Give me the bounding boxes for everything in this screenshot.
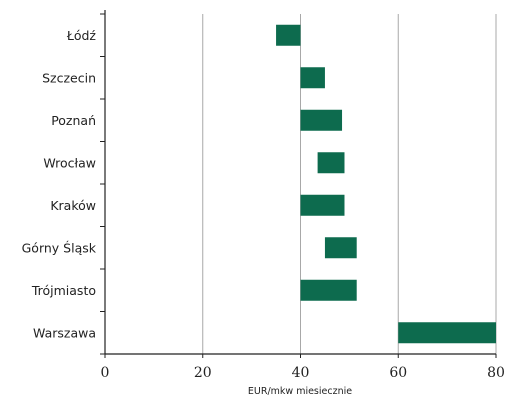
bar-7 — [398, 322, 496, 344]
category-label-5: Górny Śląsk — [22, 240, 97, 255]
x-tick-label-60: 60 — [389, 365, 407, 381]
axes — [100, 10, 497, 358]
x-tick-label-40: 40 — [292, 365, 310, 381]
x-tick-label-80: 80 — [487, 365, 505, 381]
category-labels: Łódź Szczecin Poznań Wrocław Kraków Górny Ślą… — [22, 28, 97, 341]
bar-2 — [300, 109, 343, 131]
category-label-3: Wrocław — [43, 155, 96, 170]
bars — [276, 24, 496, 344]
category-label-2: Poznań — [51, 113, 96, 128]
gridlines — [202, 14, 497, 354]
bar-6 — [300, 279, 357, 301]
x-axis-title: EUR/mkw miesiecznie — [248, 386, 352, 396]
category-label-6: Trójmiasto — [31, 283, 96, 298]
x-tick-label-20: 20 — [194, 365, 212, 381]
bar-0 — [276, 24, 301, 46]
category-label-0: Łódź — [66, 28, 97, 43]
x-tick-label-0: 0 — [101, 365, 110, 381]
bar-4 — [300, 194, 345, 216]
bar-1 — [300, 67, 325, 89]
x-tick-labels: 0 20 40 60 80 — [101, 365, 505, 381]
bar-3 — [317, 152, 345, 174]
category-label-7: Warszawa — [33, 325, 96, 340]
category-label-4: Kraków — [50, 198, 96, 213]
category-label-1: Szczecin — [42, 70, 96, 85]
bar-5 — [324, 237, 357, 259]
